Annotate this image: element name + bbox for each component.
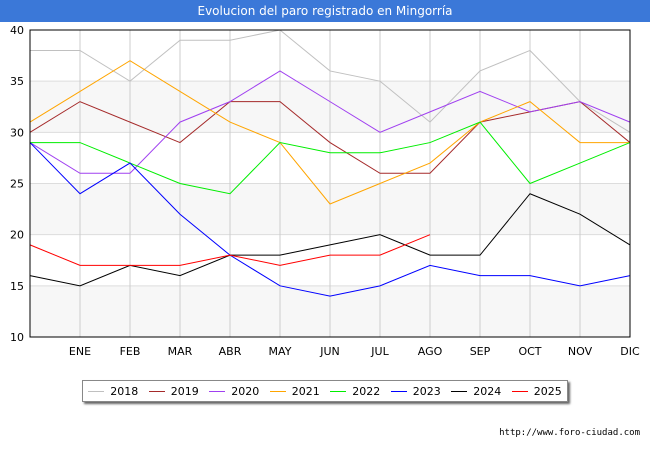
legend-swatch (269, 390, 286, 392)
series-line-2018 (30, 29, 631, 133)
y-tick-label: 35 (10, 75, 24, 88)
legend-label: 2021 (291, 384, 320, 398)
chart-title: Evolucion del paro registrado en Mingorr… (0, 0, 650, 22)
legend-label: 2022 (352, 384, 381, 398)
legend-item-2019: 2019 (148, 384, 199, 398)
legend-item-2021: 2021 (269, 384, 320, 398)
source-url[interactable]: http://www.foro-ciudad.com (499, 428, 640, 438)
legend-swatch (148, 390, 165, 392)
legend-swatch (390, 390, 407, 392)
series-line-2020 (29, 70, 631, 174)
legend-label: 2019 (170, 384, 199, 398)
y-tick-label: 25 (10, 178, 24, 191)
legend-item-2024: 2024 (451, 385, 501, 398)
legend-label: 2023 (412, 384, 441, 398)
legend-swatch (451, 390, 468, 392)
y-tick-label: 10 (10, 331, 24, 344)
legend: 2018 2019 2020 2021 2022 2023 2024 2025 (82, 380, 568, 402)
y-tick-label: 40 (10, 24, 24, 37)
series-line-2021 (29, 60, 630, 205)
x-tick-label: FEB (120, 345, 141, 358)
legend-label: 2025 (533, 384, 562, 398)
legend-item-2025: 2025 (511, 384, 562, 398)
legend-label: 2024 (473, 384, 502, 398)
line-chart: 10 15 20 25 30 35 40 ENE FEB MAR ABR MAY JUN JUL AGO SE… (10, 24, 640, 358)
x-tick-label: OCT (518, 345, 541, 358)
x-tick-label: SEP (470, 345, 491, 358)
x-tick-label: ABR (219, 345, 242, 358)
plot-border (29, 29, 631, 338)
x-tick-label: MAR (168, 345, 193, 358)
y-tick-label: 20 (10, 229, 24, 242)
legend-item-2022: 2022 (330, 385, 380, 398)
legend-swatch (511, 390, 528, 392)
x-tick-label: DIC (620, 345, 640, 358)
legend-swatch (209, 390, 226, 392)
legend-swatch (330, 390, 347, 392)
y-tick-label: 30 (10, 126, 24, 139)
x-tick-label: JUN (319, 345, 340, 358)
x-tick-label: AGO (418, 345, 443, 358)
x-tick-label: MAY (269, 345, 292, 358)
legend-label: 2020 (231, 384, 260, 398)
y-tick-label: 15 (10, 280, 24, 293)
legend-label: 2018 (110, 384, 139, 398)
series-line-2023 (29, 142, 631, 297)
legend-item-2023: 2023 (390, 384, 441, 398)
x-tick-label: JUL (370, 345, 389, 358)
x-tick-label: ENE (69, 345, 91, 358)
x-tick-label: NOV (568, 345, 593, 358)
legend-item-2020: 2020 (209, 385, 259, 398)
series-line-2025 (29, 234, 431, 266)
legend-item-2018: 2018 (88, 385, 138, 398)
legend-swatch (88, 390, 105, 392)
